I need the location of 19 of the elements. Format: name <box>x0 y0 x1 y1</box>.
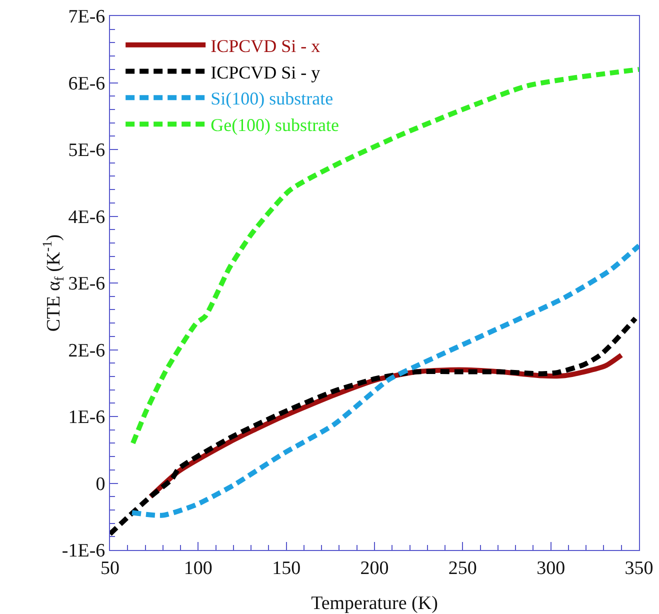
legend-label: Si(100) substrate <box>210 88 334 109</box>
y-tick-label: 2E-6 <box>68 340 106 362</box>
x-tick-label: 150 <box>272 558 301 579</box>
y-tick-label: 5E-6 <box>68 140 106 162</box>
x-tick-label: 250 <box>448 558 477 579</box>
y-tick-label: 6E-6 <box>68 73 106 94</box>
x-tick-label: 100 <box>184 558 212 579</box>
y-tick-label: 4E-6 <box>68 206 106 228</box>
legend-label: ICPCVD Si - x <box>210 36 320 56</box>
y-tick-label: 7E-6 <box>68 6 106 28</box>
x-tick-label: 200 <box>360 558 389 579</box>
x-tick-label: 300 <box>536 558 566 579</box>
legend-label: Ge(100) substrate <box>210 115 340 136</box>
y-tick-label: 0 <box>96 474 106 495</box>
legend-label: ICPCVD Si - y <box>210 62 320 82</box>
x-axis-title: Temperature (K) <box>311 593 438 614</box>
y-tick-label: 3E-6 <box>68 274 106 295</box>
y-tick-label: 1E-6 <box>68 407 106 428</box>
x-tick-label: 350 <box>624 558 654 579</box>
